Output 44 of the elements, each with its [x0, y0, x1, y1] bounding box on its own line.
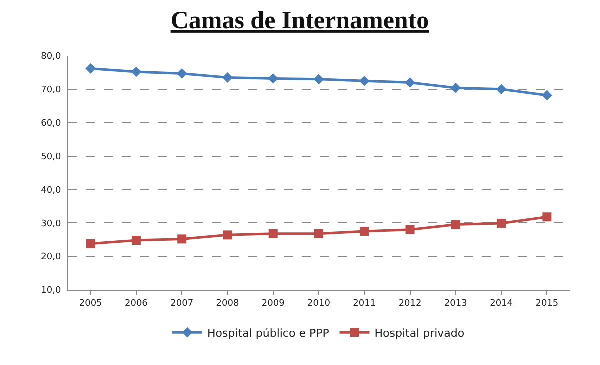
x-tick-label: 2014	[490, 298, 514, 309]
point	[405, 78, 416, 88]
y-tick-label: 80,0	[41, 52, 62, 62]
point	[268, 74, 279, 84]
x-tick-label: 2011	[353, 298, 376, 309]
x-tick-label: 2015	[536, 298, 559, 309]
legend-label: Hospital público e PPP	[208, 326, 330, 340]
point	[542, 212, 552, 222]
legend-label: Hospital privado	[374, 326, 465, 340]
point	[131, 66, 142, 78]
point	[176, 68, 188, 79]
y-tick-label: 40,0	[41, 186, 62, 196]
point	[178, 234, 187, 244]
point	[222, 72, 233, 83]
x-tick-label: 2006	[124, 298, 148, 309]
y-tick-label: 70,0	[41, 86, 62, 96]
y-tick-label: 30,0	[41, 219, 62, 230]
y-tick-label: 60,0	[41, 119, 62, 130]
point	[497, 218, 506, 228]
point	[314, 74, 324, 85]
x-tick-label: 2013	[444, 298, 468, 309]
point	[450, 82, 462, 94]
x-tick-label: 2012	[398, 298, 422, 309]
x-tick-label: 2009	[262, 298, 286, 309]
point	[451, 220, 460, 230]
y-tick-label: 20,0	[41, 252, 62, 263]
point	[496, 84, 507, 95]
point	[268, 229, 278, 238]
chart-title: Camas de Internamento	[170, 7, 430, 34]
point	[132, 236, 141, 246]
x-tick-label: 2007	[170, 298, 194, 309]
y-tick-label: 50,0	[41, 152, 62, 162]
point	[86, 239, 96, 248]
x-tick-label: 2005	[79, 298, 102, 309]
point	[314, 229, 324, 238]
x-tick-label: 2008	[216, 298, 240, 309]
x-tick-label: 2010	[308, 298, 331, 309]
point	[360, 227, 370, 236]
point	[542, 90, 552, 101]
point	[359, 76, 370, 86]
point	[406, 225, 415, 234]
y-tick-label: 10,0	[41, 286, 62, 296]
point	[86, 64, 96, 74]
point	[223, 230, 232, 240]
